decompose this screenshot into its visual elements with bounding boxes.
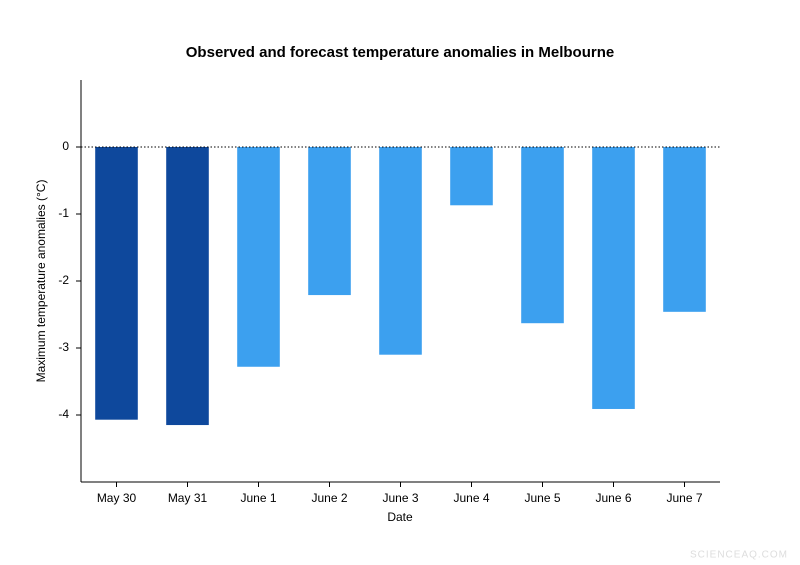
chart-title: Observed and forecast temperature anomal… [186, 44, 614, 61]
x-tick-label: June 3 [382, 491, 418, 505]
bar [592, 147, 635, 409]
x-axis-label: Date [387, 510, 413, 524]
x-tick-label: May 30 [97, 491, 137, 505]
y-tick-label: 0 [62, 139, 69, 153]
bar [237, 147, 280, 367]
bar [308, 147, 351, 296]
x-tick-label: June 2 [311, 491, 347, 505]
y-tick-label: -2 [58, 273, 69, 287]
x-tick-label: June 4 [453, 491, 489, 505]
x-tick-label: May 31 [168, 491, 208, 505]
x-tick-label: June 7 [666, 491, 702, 505]
y-tick-label: -4 [58, 407, 69, 421]
bar [663, 147, 706, 312]
x-tick-label: June 6 [595, 491, 631, 505]
x-tick-label: June 1 [240, 491, 276, 505]
bar [95, 147, 138, 420]
y-axis-label: Maximum temperature anomalies (°C) [34, 180, 48, 383]
y-tick-label: -3 [58, 340, 69, 354]
y-tick-label: -1 [58, 206, 69, 220]
bar [379, 147, 422, 355]
watermark: SCIENCEAQ.COM [690, 550, 788, 561]
x-tick-label: June 5 [524, 491, 560, 505]
bar [450, 147, 493, 206]
bar [166, 147, 209, 426]
bar [521, 147, 564, 324]
